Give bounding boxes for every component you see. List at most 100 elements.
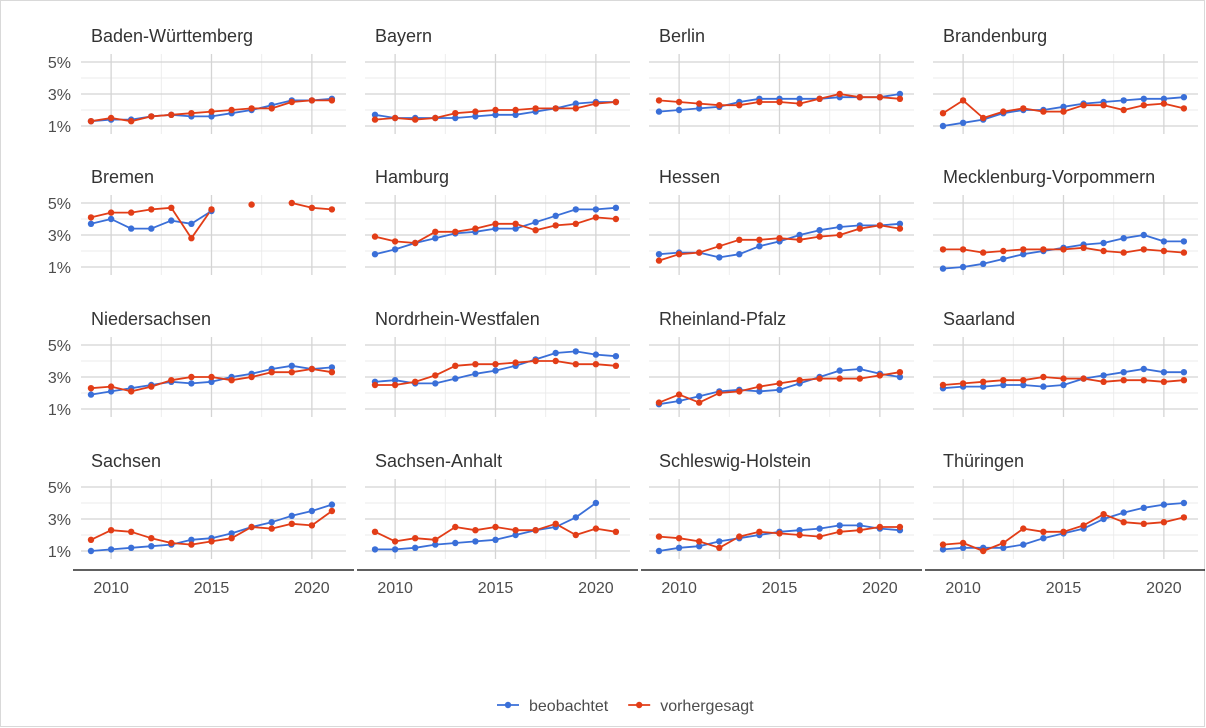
data-point-vorhergesagt: [876, 222, 884, 229]
data-point-beobachtet: [168, 217, 175, 224]
data-point-vorhergesagt: [796, 236, 803, 243]
data-point-vorhergesagt: [655, 97, 663, 104]
data-point-vorhergesagt: [1120, 519, 1127, 526]
data-point-vorhergesagt: [572, 531, 579, 539]
data-point-vorhergesagt: [472, 225, 479, 232]
data-point-vorhergesagt: [675, 391, 683, 398]
data-point-vorhergesagt: [816, 233, 823, 240]
data-point-beobachtet: [452, 375, 459, 382]
data-point-beobachtet: [228, 530, 235, 537]
panel-title: Brandenburg: [943, 26, 1047, 46]
data-point-vorhergesagt: [208, 538, 215, 545]
data-point-beobachtet: [371, 111, 379, 119]
legend-label: vorhergesagt: [660, 698, 754, 715]
data-point-vorhergesagt: [148, 383, 155, 390]
data-point-vorhergesagt: [1000, 247, 1007, 255]
data-point-vorhergesagt: [896, 225, 904, 232]
data-point-beobachtet: [532, 219, 539, 226]
data-point-beobachtet: [148, 543, 155, 550]
data-point-beobachtet: [1140, 504, 1148, 511]
data-point-beobachtet: [572, 100, 579, 107]
panel-title: Sachsen-Anhalt: [375, 451, 502, 471]
data-point-beobachtet: [756, 388, 763, 395]
data-point-vorhergesagt: [796, 100, 803, 107]
data-point-vorhergesagt: [188, 541, 195, 548]
data-point-vorhergesagt: [716, 389, 723, 397]
data-point-beobachtet: [696, 105, 703, 112]
data-point-vorhergesagt: [532, 357, 539, 365]
data-point-vorhergesagt: [328, 206, 336, 213]
data-point-beobachtet: [552, 349, 559, 357]
data-point-beobachtet: [412, 544, 419, 551]
x-tick-label: 2010: [93, 580, 129, 597]
data-point-beobachtet: [592, 351, 600, 358]
data-point-vorhergesagt: [675, 535, 683, 542]
data-point-vorhergesagt: [128, 388, 135, 395]
data-point-vorhergesagt: [1180, 249, 1188, 256]
x-tick-label: 2010: [661, 580, 697, 597]
data-point-beobachtet: [1040, 383, 1047, 390]
series-line-beobachtet: [375, 502, 597, 551]
data-point-beobachtet: [655, 251, 663, 258]
data-point-vorhergesagt: [512, 359, 519, 366]
data-point-vorhergesagt: [1080, 375, 1087, 382]
panel-title: Schleswig-Holstein: [659, 451, 811, 471]
panel-title: Bremen: [91, 167, 154, 187]
data-point-beobachtet: [776, 386, 783, 393]
data-point-beobachtet: [492, 111, 499, 119]
data-point-vorhergesagt: [472, 527, 479, 534]
data-point-beobachtet: [856, 365, 863, 373]
panel-title: Thüringen: [943, 451, 1024, 471]
legend-key-point: [504, 701, 512, 709]
data-point-vorhergesagt: [128, 118, 135, 125]
data-point-beobachtet: [796, 527, 803, 534]
data-point-vorhergesagt: [736, 236, 743, 243]
data-point-vorhergesagt: [87, 118, 95, 125]
data-point-beobachtet: [696, 543, 703, 550]
data-point-beobachtet: [371, 546, 379, 553]
data-point-vorhergesagt: [1140, 520, 1148, 527]
data-point-vorhergesagt: [939, 246, 947, 253]
data-point-vorhergesagt: [1000, 539, 1007, 547]
data-point-beobachtet: [208, 113, 215, 120]
data-point-vorhergesagt: [168, 377, 175, 384]
data-point-vorhergesagt: [572, 220, 579, 227]
data-point-vorhergesagt: [1140, 246, 1148, 253]
data-point-vorhergesagt: [288, 199, 295, 207]
data-point-beobachtet: [1000, 544, 1007, 551]
data-point-vorhergesagt: [432, 372, 439, 379]
data-point-vorhergesagt: [1100, 378, 1107, 385]
data-point-vorhergesagt: [328, 97, 336, 104]
x-tick-label: 2015: [762, 580, 798, 597]
data-point-beobachtet: [432, 541, 439, 548]
data-point-beobachtet: [612, 204, 620, 211]
data-point-beobachtet: [1000, 255, 1007, 263]
data-point-beobachtet: [796, 231, 803, 239]
data-point-beobachtet: [188, 536, 195, 543]
data-point-beobachtet: [1180, 238, 1188, 245]
data-point-beobachtet: [452, 539, 459, 547]
data-point-vorhergesagt: [512, 527, 519, 534]
data-point-vorhergesagt: [675, 251, 683, 258]
y-tick-label: 5%: [48, 55, 71, 72]
data-point-vorhergesagt: [268, 105, 275, 112]
data-point-vorhergesagt: [288, 520, 295, 527]
data-point-vorhergesagt: [308, 97, 316, 104]
data-point-vorhergesagt: [1140, 102, 1148, 109]
data-point-vorhergesagt: [552, 520, 559, 527]
data-point-vorhergesagt: [168, 204, 175, 211]
x-tick-label: 2015: [478, 580, 514, 597]
data-point-vorhergesagt: [188, 110, 195, 117]
data-point-vorhergesagt: [776, 235, 783, 242]
data-point-vorhergesagt: [452, 523, 459, 531]
data-point-vorhergesagt: [796, 377, 803, 384]
data-point-vorhergesagt: [939, 381, 947, 389]
data-point-beobachtet: [796, 95, 803, 103]
data-point-beobachtet: [1180, 369, 1188, 376]
data-point-vorhergesagt: [288, 369, 295, 376]
x-tick-label: 2020: [294, 580, 330, 597]
panel-6: Hessen: [649, 167, 914, 275]
data-point-beobachtet: [472, 113, 479, 120]
data-point-vorhergesagt: [1020, 377, 1027, 384]
data-point-beobachtet: [716, 254, 723, 261]
